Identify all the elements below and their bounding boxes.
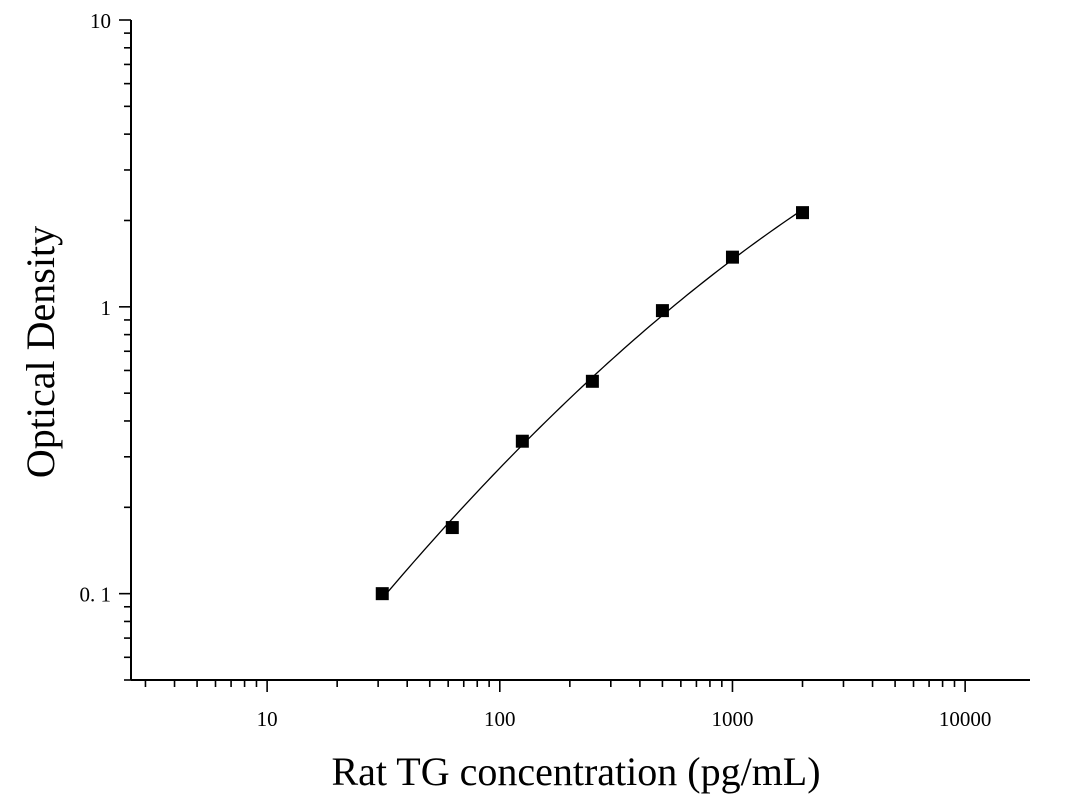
data-point [655, 304, 669, 318]
x-tick-label: 10 [257, 707, 278, 731]
ticks [119, 19, 966, 692]
y-tick-label: 10 [90, 9, 111, 33]
data-point [585, 374, 599, 388]
x-tick-label: 100 [484, 707, 516, 731]
x-tick-label: 10000 [939, 707, 992, 731]
data-point [375, 587, 389, 601]
fit-curve [381, 209, 803, 599]
data-point [796, 206, 810, 220]
tick-labels: 10 100 1000 10000 0. 1 1 10 [80, 9, 992, 731]
data-point [725, 250, 739, 264]
axes [130, 20, 1030, 681]
y-axis-title: Optical Density [18, 226, 63, 478]
data-point [445, 521, 459, 535]
y-tick-label: 0. 1 [80, 583, 112, 607]
data-point [515, 434, 529, 448]
y-tick-label: 1 [101, 296, 112, 320]
x-tick-label: 1000 [711, 707, 753, 731]
data-points [375, 206, 810, 601]
x-axis-title: Rat TG concentration (pg/mL) [331, 749, 820, 794]
